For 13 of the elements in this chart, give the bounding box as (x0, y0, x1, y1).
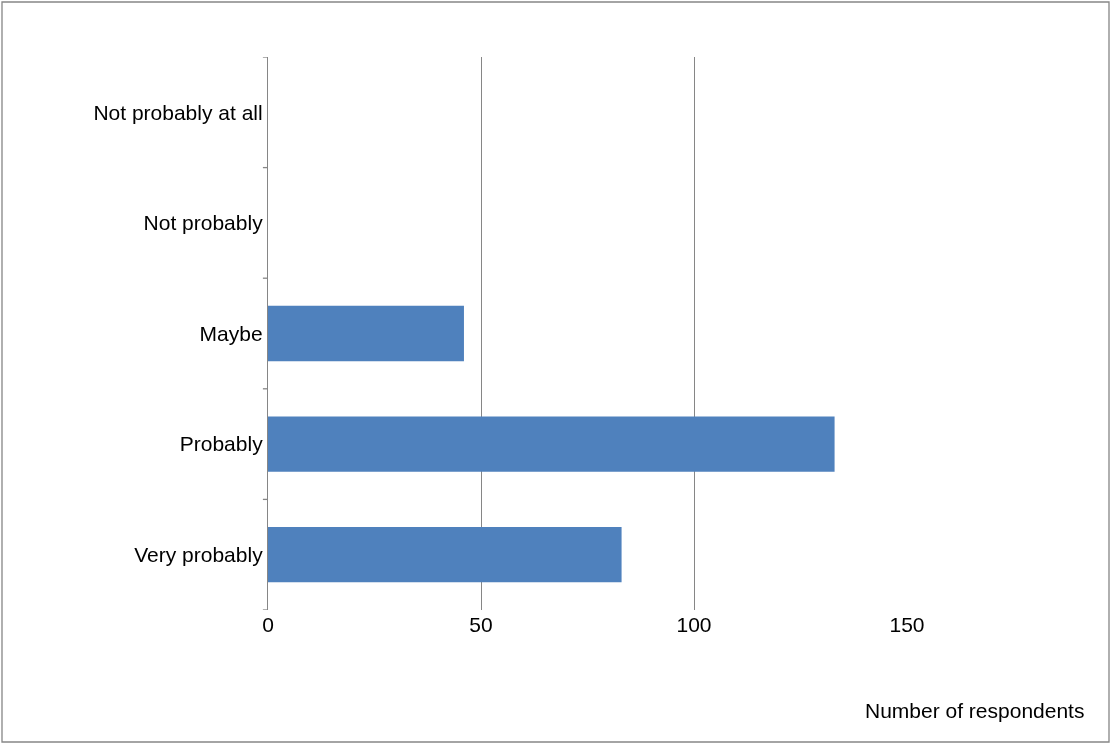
y-tick-label: Maybe (199, 321, 263, 345)
bar (268, 527, 622, 583)
bar (268, 305, 464, 362)
y-tick-label: Very probably (134, 543, 264, 567)
x-tick-label: 0 (262, 613, 274, 636)
x-tick-label: 100 (676, 613, 712, 636)
y-tick-label: Not probably (143, 211, 264, 235)
bar (268, 416, 835, 472)
y-tick-label: Probably (179, 432, 264, 456)
x-tick-label: 50 (469, 613, 493, 636)
y-tick-label: Not probably at all (93, 100, 263, 124)
x-tick-label: 150 (889, 613, 925, 636)
x-axis-title: Number of respondents (865, 699, 1085, 722)
